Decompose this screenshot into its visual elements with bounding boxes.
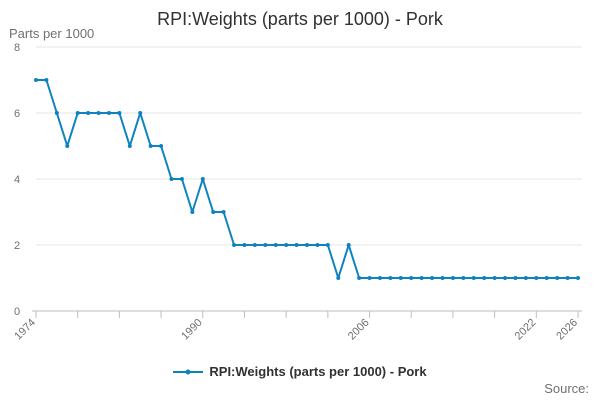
legend[interactable]: RPI:Weights (parts per 1000) - Pork: [0, 364, 600, 379]
data-point: [430, 276, 435, 280]
data-point: [544, 276, 549, 280]
data-point: [65, 144, 70, 148]
data-point: [169, 177, 174, 181]
x-tick-label: 2022: [513, 317, 539, 343]
data-point: [336, 276, 341, 280]
x-tick-label: 2026: [554, 317, 580, 343]
data-point: [284, 243, 289, 247]
data-point: [221, 210, 226, 214]
data-point: [200, 177, 205, 181]
data-point: [503, 276, 508, 280]
data-point: [294, 243, 299, 247]
data-point: [388, 276, 393, 280]
x-tick-label: 1974: [12, 317, 38, 343]
x-tick-label: 2006: [346, 317, 372, 343]
data-point: [450, 276, 455, 280]
data-point: [357, 276, 362, 280]
x-tick-label: 1990: [179, 317, 205, 343]
data-point: [96, 111, 101, 115]
data-point: [440, 276, 445, 280]
data-point: [315, 243, 320, 247]
data-point: [211, 210, 216, 214]
data-point: [576, 276, 580, 280]
data-point: [273, 243, 278, 247]
data-point: [44, 78, 49, 82]
data-point: [54, 111, 59, 115]
data-point: [534, 276, 539, 280]
data-point: [471, 276, 476, 280]
y-axis-label: Parts per 1000: [9, 26, 95, 41]
y-tick-label: 2: [14, 240, 20, 252]
data-point: [409, 276, 414, 280]
data-point: [127, 144, 132, 148]
data-point: [263, 243, 268, 247]
source-label: Source:: [544, 381, 589, 396]
data-point: [117, 111, 122, 115]
data-point: [106, 111, 111, 115]
data-point: [159, 144, 164, 148]
data-point: [232, 243, 237, 247]
y-tick-label: 4: [14, 174, 20, 186]
data-point: [523, 276, 528, 280]
y-tick-label: 6: [14, 108, 20, 120]
data-point: [179, 177, 184, 181]
data-point: [86, 111, 91, 115]
data-point: [367, 276, 372, 280]
legend-label: RPI:Weights (parts per 1000) - Pork: [209, 364, 427, 379]
data-point: [34, 78, 38, 82]
data-point: [325, 243, 330, 247]
data-point: [305, 243, 309, 247]
data-point: [252, 243, 257, 247]
data-point: [148, 144, 153, 148]
chart-title: RPI:Weights (parts per 1000) - Pork: [157, 9, 443, 29]
legend-line-marker-icon: [173, 369, 204, 374]
data-point: [398, 276, 403, 280]
data-point: [346, 243, 351, 247]
data-point: [242, 243, 247, 247]
data-point: [492, 276, 497, 280]
data-point: [377, 276, 382, 280]
data-point: [461, 276, 466, 280]
y-tick-label: 8: [14, 42, 20, 54]
data-point: [513, 276, 518, 280]
data-point: [482, 276, 487, 280]
data-point: [138, 111, 143, 115]
data-point: [75, 111, 80, 115]
data-point: [555, 276, 560, 280]
data-point: [419, 276, 424, 280]
data-point: [190, 210, 195, 214]
data-point: [565, 276, 570, 280]
y-tick-label: 0: [14, 306, 20, 318]
